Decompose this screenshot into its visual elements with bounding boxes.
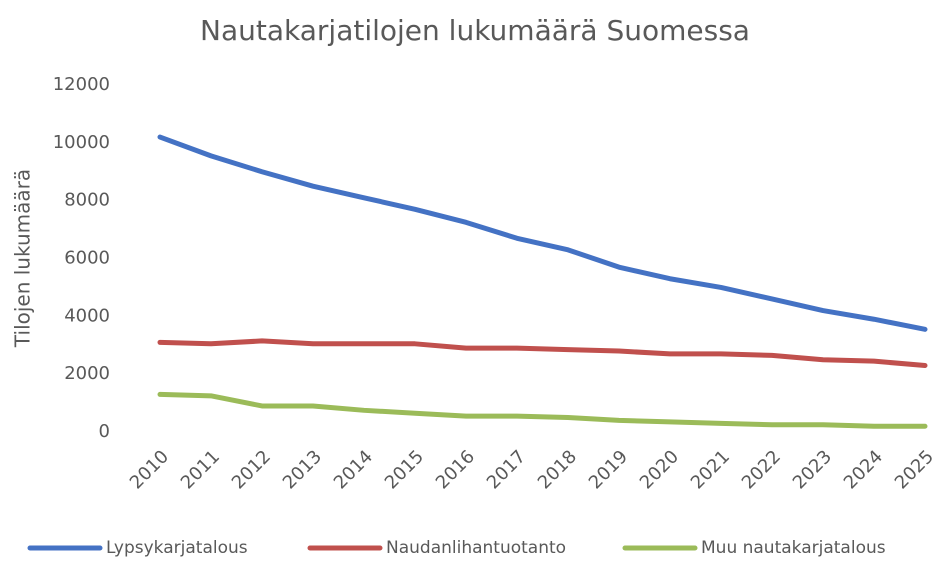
y-tick-label: 6000 — [64, 248, 110, 269]
legend-label: Naudanlihantuotanto — [386, 538, 566, 558]
x-tick-label: 2015 — [381, 446, 428, 493]
series-line — [157, 134, 928, 332]
x-tick-label: 2010 — [126, 446, 173, 493]
x-tick-label: 2025 — [891, 446, 938, 493]
y-tick-label: 4000 — [64, 305, 110, 326]
x-tick-label: 2023 — [789, 446, 836, 493]
x-tick-label: 2019 — [585, 446, 632, 493]
y-tick-label: 10000 — [53, 132, 110, 153]
series-line — [157, 391, 928, 429]
x-tick-label: 2022 — [738, 446, 785, 493]
legend-label: Lypsykarjatalous — [106, 538, 248, 558]
chart-title: Nautakarjatilojen lukumäärä Suomessa — [200, 14, 750, 47]
x-tick-label: 2017 — [483, 446, 530, 493]
x-tick-label: 2012 — [228, 446, 275, 493]
x-tick-label: 2018 — [534, 446, 581, 493]
legend-label: Muu nautakarjatalous — [701, 538, 886, 558]
x-tick-label: 2016 — [432, 446, 479, 493]
y-axis-label: Tilojen lukumäärä — [11, 169, 35, 348]
y-tick-label: 12000 — [53, 74, 110, 95]
x-tick-label: 2014 — [330, 446, 377, 493]
x-tick-label: 2021 — [687, 446, 734, 493]
x-tick-label: 2024 — [840, 446, 887, 493]
y-tick-label: 0 — [99, 421, 110, 442]
x-tick-label: 2013 — [279, 446, 326, 493]
y-tick-label: 2000 — [64, 363, 110, 384]
series-line — [157, 338, 928, 368]
x-tick-label: 2020 — [636, 446, 683, 493]
y-tick-label: 8000 — [64, 190, 110, 211]
x-tick-label: 2011 — [177, 446, 224, 493]
